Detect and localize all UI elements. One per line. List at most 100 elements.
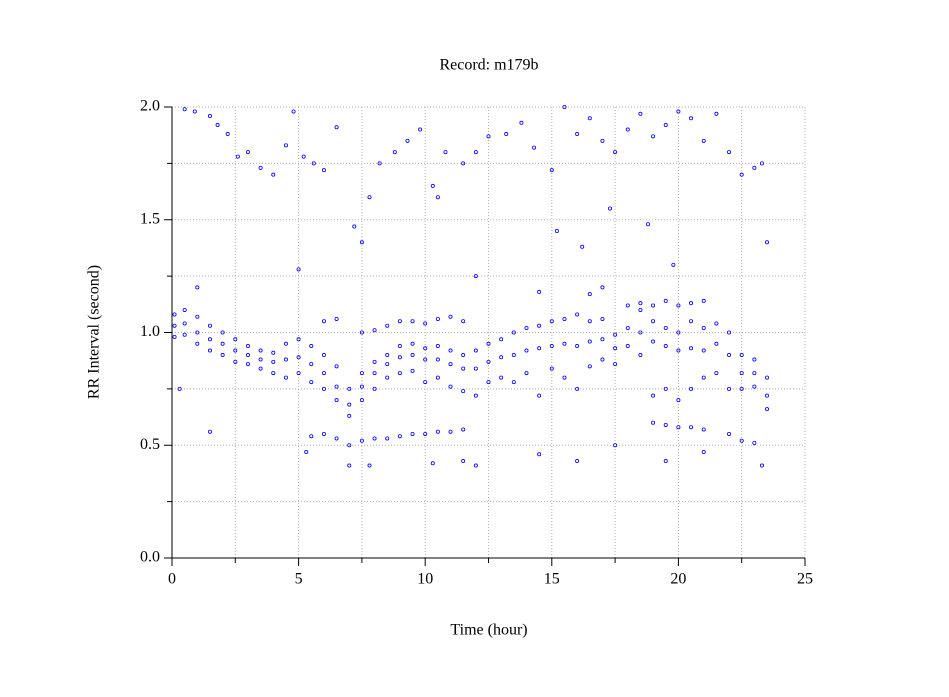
point bbox=[397, 355, 402, 360]
point bbox=[676, 398, 681, 403]
point bbox=[765, 375, 770, 380]
point bbox=[385, 375, 390, 380]
point bbox=[435, 429, 440, 434]
point bbox=[537, 346, 542, 351]
point bbox=[537, 323, 542, 328]
point bbox=[215, 123, 220, 128]
point bbox=[435, 195, 440, 200]
point bbox=[461, 161, 466, 166]
point bbox=[638, 330, 643, 335]
point bbox=[359, 240, 364, 245]
point bbox=[511, 330, 516, 335]
point bbox=[613, 346, 618, 351]
point bbox=[233, 337, 238, 342]
point bbox=[258, 357, 263, 362]
point bbox=[291, 109, 296, 114]
point bbox=[377, 161, 382, 166]
point bbox=[301, 154, 306, 159]
point bbox=[651, 134, 656, 139]
point bbox=[524, 348, 529, 353]
point bbox=[537, 452, 542, 457]
point bbox=[461, 427, 466, 432]
point bbox=[352, 224, 357, 229]
point bbox=[600, 337, 605, 342]
point bbox=[765, 407, 770, 412]
point bbox=[283, 341, 288, 346]
x-tick-label: 10 bbox=[417, 571, 433, 588]
x-tick-label: 0 bbox=[168, 571, 176, 588]
point bbox=[651, 319, 656, 324]
point bbox=[676, 348, 681, 353]
point bbox=[625, 303, 630, 308]
point bbox=[600, 285, 605, 290]
point bbox=[296, 267, 301, 272]
point bbox=[537, 393, 542, 398]
point bbox=[321, 168, 326, 173]
point bbox=[283, 375, 288, 380]
point bbox=[385, 436, 390, 441]
point bbox=[397, 434, 402, 439]
point bbox=[220, 330, 225, 335]
point bbox=[663, 344, 668, 349]
point bbox=[177, 386, 182, 391]
point bbox=[689, 425, 694, 430]
point bbox=[739, 172, 744, 177]
y-tick-label: 2.0 bbox=[140, 98, 160, 115]
point bbox=[435, 344, 440, 349]
point bbox=[587, 339, 592, 344]
point bbox=[423, 431, 428, 436]
point bbox=[397, 344, 402, 349]
point bbox=[499, 375, 504, 380]
point bbox=[271, 350, 276, 355]
point bbox=[296, 355, 301, 360]
point bbox=[486, 341, 491, 346]
point bbox=[511, 380, 516, 385]
point bbox=[727, 386, 732, 391]
point bbox=[701, 450, 706, 455]
point bbox=[554, 229, 559, 234]
point bbox=[195, 341, 200, 346]
point bbox=[638, 307, 643, 312]
point bbox=[372, 328, 377, 333]
point bbox=[271, 359, 276, 364]
point bbox=[309, 362, 314, 367]
point bbox=[549, 319, 554, 324]
point bbox=[311, 161, 316, 166]
point bbox=[235, 154, 240, 159]
point bbox=[296, 337, 301, 342]
point bbox=[549, 168, 554, 173]
point bbox=[689, 346, 694, 351]
point bbox=[397, 371, 402, 376]
x-axis-label: Time (hour) bbox=[450, 622, 527, 639]
point bbox=[759, 161, 764, 166]
point bbox=[435, 375, 440, 380]
point bbox=[739, 386, 744, 391]
point bbox=[562, 341, 567, 346]
point bbox=[410, 431, 415, 436]
point bbox=[663, 325, 668, 330]
point bbox=[613, 362, 618, 367]
point bbox=[638, 301, 643, 306]
point bbox=[321, 371, 326, 376]
point bbox=[385, 353, 390, 358]
point bbox=[727, 431, 732, 436]
point bbox=[562, 105, 567, 110]
point bbox=[359, 330, 364, 335]
point bbox=[608, 206, 613, 211]
point bbox=[245, 362, 250, 367]
point bbox=[367, 463, 372, 468]
point bbox=[271, 172, 276, 177]
point bbox=[296, 371, 301, 376]
point bbox=[347, 402, 352, 407]
point bbox=[182, 307, 187, 312]
chart-title: Record: m179b bbox=[439, 57, 538, 74]
point bbox=[663, 386, 668, 391]
point bbox=[448, 384, 453, 389]
point bbox=[172, 335, 177, 340]
point bbox=[549, 344, 554, 349]
point bbox=[676, 330, 681, 335]
point bbox=[499, 355, 504, 360]
point bbox=[207, 337, 212, 342]
x-tick-label: 15 bbox=[544, 571, 560, 588]
point bbox=[225, 132, 230, 137]
